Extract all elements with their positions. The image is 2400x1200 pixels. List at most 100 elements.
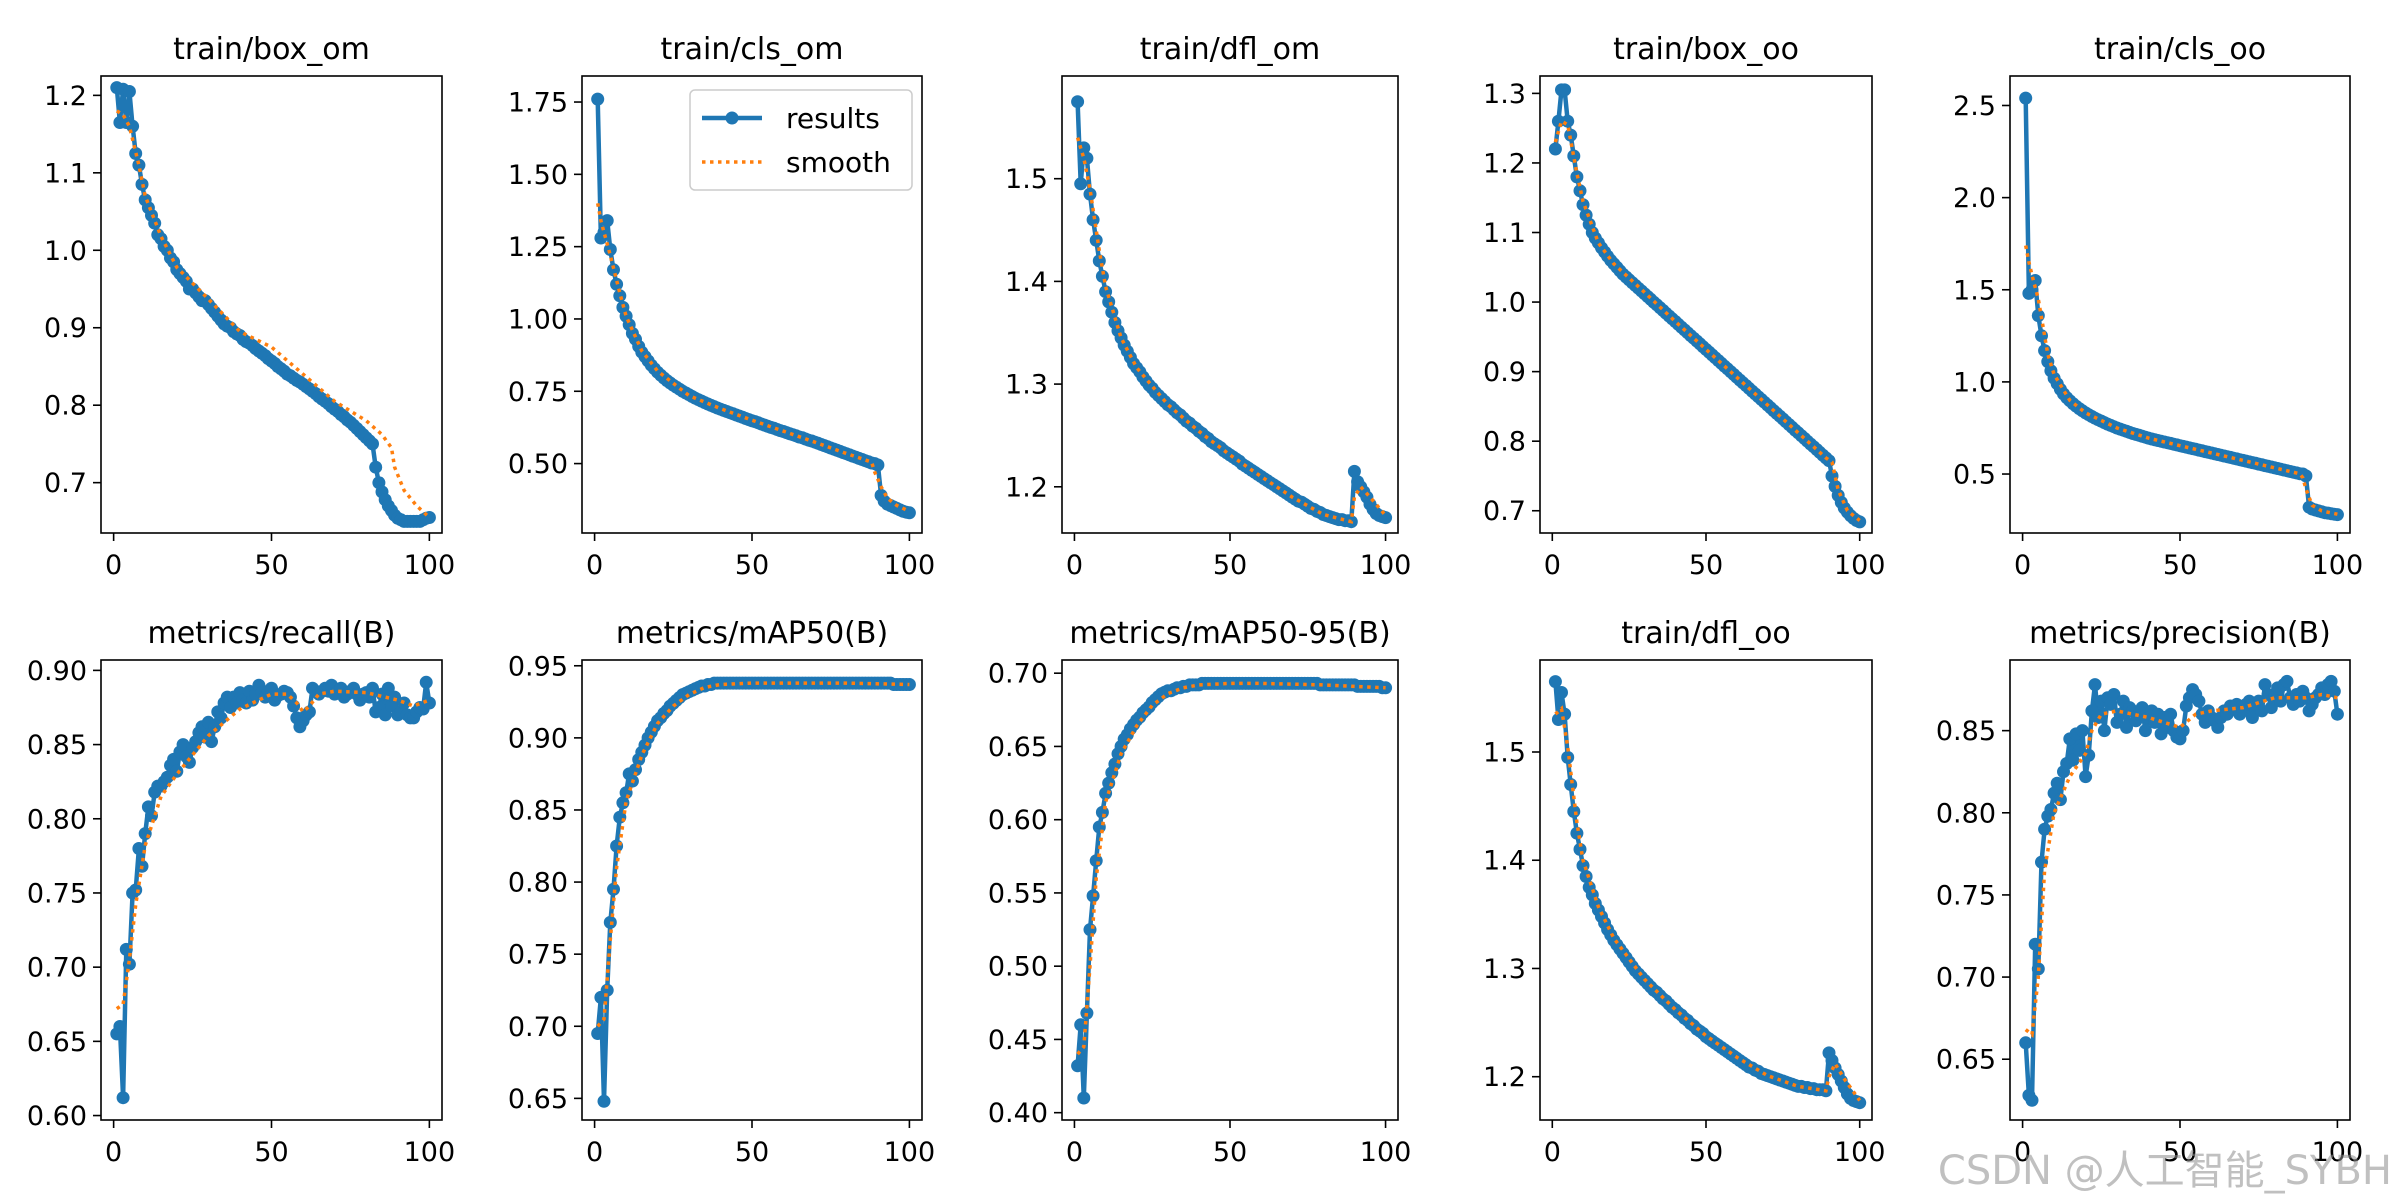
y-tick-label: 0.95 — [508, 651, 568, 682]
data-point — [1077, 141, 1091, 155]
y-tick-label: 1.75 — [508, 88, 568, 119]
data-point — [2050, 776, 2064, 790]
data-point — [182, 755, 196, 769]
x-tick-label: 0 — [2014, 1137, 2031, 1168]
y-tick-label: 0.75 — [508, 940, 568, 971]
data-point — [2082, 748, 2096, 762]
series-line-smooth — [115, 689, 431, 1011]
axes-frame — [1539, 75, 1873, 534]
y-tick-label: 0.75 — [1936, 880, 1996, 911]
y-tick-label: 0.5 — [1953, 460, 1996, 491]
x-tick-label: 50 — [254, 1137, 288, 1168]
y-tick-label: 1.5 — [1483, 738, 1526, 769]
axes-frame — [100, 659, 443, 1121]
x-tick-label: 50 — [735, 550, 769, 581]
data-point — [603, 243, 617, 256]
data-point — [1564, 128, 1578, 142]
y-tick-label: 0.9 — [1483, 357, 1526, 388]
y-tick-label: 1.3 — [1483, 954, 1526, 985]
y-tick-label: 1.25 — [508, 232, 568, 263]
y-tick-label: 0.60 — [988, 805, 1048, 836]
data-point — [607, 263, 620, 277]
y-tick-label: 0.75 — [27, 878, 87, 909]
x-tick-label: 100 — [1360, 550, 1412, 581]
y-tick-label: 1.0 — [1483, 288, 1526, 319]
x-tick-label: 100 — [884, 1137, 936, 1168]
data-point — [369, 460, 383, 474]
y-tick-label: 0.65 — [508, 1084, 568, 1115]
y-tick-label: 0.70 — [27, 953, 87, 984]
y-tick-label: 0.70 — [508, 1012, 568, 1043]
data-point — [1822, 454, 1836, 468]
data-point — [1071, 95, 1085, 109]
data-point — [591, 92, 605, 106]
data-point — [2324, 674, 2338, 688]
y-tick-label: 1.2 — [1483, 1062, 1526, 1093]
data-point — [1083, 923, 1097, 937]
y-tick-label: 2.5 — [1953, 91, 1996, 122]
y-tick-label: 1.0 — [1953, 367, 1996, 398]
data-point — [600, 983, 614, 997]
axes-frame — [1061, 659, 1399, 1121]
data-point — [2330, 508, 2344, 522]
x-tick-label: 0 — [105, 1137, 122, 1168]
data-point — [132, 158, 146, 172]
data-point — [170, 764, 184, 778]
y-tick-label: 0.85 — [508, 795, 568, 826]
y-tick-label: 1.2 — [1005, 472, 1048, 503]
data-point — [2138, 724, 2152, 738]
data-point — [1548, 675, 1562, 689]
y-tick-label: 1.4 — [1483, 846, 1526, 877]
subplot-9: train/dfl_oo 0 50 100 1.2 1.3 1.4 1.5 — [1483, 616, 1885, 1168]
data-point — [1077, 1091, 1091, 1105]
data-point — [2107, 688, 2121, 701]
data-point — [1086, 889, 1100, 903]
subplot-8: metrics/mAP50-95(B) 0 50 100 0.40 0.45 0.50 0.5… — [988, 616, 1411, 1168]
x-tick-label: 0 — [1544, 1137, 1561, 1168]
subplot-title: train/box_oo — [1613, 32, 1799, 67]
legend-marker — [725, 111, 739, 125]
data-point — [2280, 674, 2294, 688]
data-point — [607, 882, 620, 896]
subplot-3: train/dfl_om 0 50 100 1.2 1.3 1.4 1.5 — [1005, 32, 1411, 581]
data-point — [2252, 694, 2266, 708]
legend-label: results — [786, 102, 880, 135]
data-point — [1379, 511, 1393, 525]
data-point — [116, 1091, 130, 1105]
subplot-10: metrics/precision(B) 0 50 100 0.65 0.70 0.75 0.… — [1936, 616, 2363, 1168]
data-point — [2164, 707, 2178, 721]
y-tick-label: 1.2 — [44, 81, 87, 112]
data-point — [2028, 937, 2042, 951]
series-line-smooth — [1554, 705, 1862, 1102]
y-tick-label: 1.5 — [1953, 275, 1996, 306]
data-point — [2019, 1036, 2033, 1050]
data-point — [2192, 694, 2206, 708]
data-point — [2327, 684, 2341, 698]
x-tick-label: 50 — [254, 550, 288, 581]
x-tick-label: 0 — [1066, 1137, 1083, 1168]
y-tick-label: 1.00 — [508, 304, 568, 335]
y-tick-label: 0.85 — [1936, 716, 1996, 747]
watermark: CSDN @人工智能_SYBH — [1937, 1148, 2392, 1194]
data-point — [2330, 707, 2344, 721]
subplot-2: train/cls_om 0 50 100 0.50 0.75 1.00 1.25 1.50 1.… — [508, 32, 935, 581]
series-line-results — [114, 86, 430, 524]
data-point — [126, 119, 140, 133]
data-point — [871, 458, 885, 472]
data-point — [129, 883, 143, 897]
y-tick-label: 0.8 — [44, 391, 87, 422]
subplot-title: train/cls_oo — [2094, 32, 2266, 67]
data-point — [2044, 803, 2058, 816]
x-tick-label: 0 — [105, 550, 122, 581]
data-point — [600, 214, 614, 228]
y-tick-label: 1.5 — [1005, 164, 1048, 195]
x-tick-label: 100 — [404, 1137, 456, 1168]
subplot-title: train/dfl_oo — [1621, 616, 1791, 651]
axes-frame — [581, 659, 923, 1121]
data-point — [597, 1094, 611, 1108]
series-line-smooth — [2023, 245, 2338, 516]
y-tick-label: 0.40 — [988, 1098, 1048, 1129]
x-tick-label: 0 — [1544, 550, 1561, 581]
data-point — [1086, 213, 1100, 227]
